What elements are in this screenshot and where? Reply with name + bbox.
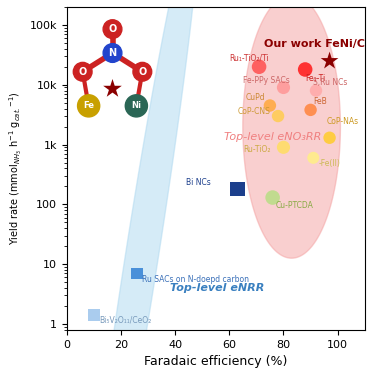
Point xyxy=(267,102,273,108)
X-axis label: Faradaic efficiency (%): Faradaic efficiency (%) xyxy=(144,355,287,368)
Text: Ru SACs on N-doepd carbon: Ru SACs on N-doepd carbon xyxy=(142,275,249,284)
Point xyxy=(110,86,116,92)
Point xyxy=(327,58,333,64)
Point xyxy=(234,186,240,192)
Circle shape xyxy=(73,62,92,81)
Polygon shape xyxy=(85,0,200,375)
Point xyxy=(270,195,276,201)
Point xyxy=(313,87,319,93)
Text: Bi₅V₂O₁₁/CeO₂: Bi₅V₂O₁₁/CeO₂ xyxy=(99,316,152,325)
Text: Cu-PTCDA: Cu-PTCDA xyxy=(275,201,313,210)
Text: CoP-CNS: CoP-CNS xyxy=(237,107,270,116)
Text: Ni: Ni xyxy=(131,101,141,110)
Circle shape xyxy=(133,62,152,81)
Text: Ru-TiO₂: Ru-TiO₂ xyxy=(243,145,270,154)
Text: CoP-NAs: CoP-NAs xyxy=(327,117,359,126)
Point xyxy=(91,312,97,318)
Text: Our work FeNi/C: Our work FeNi/C xyxy=(264,39,366,50)
Circle shape xyxy=(78,95,100,117)
Text: S,Ru NCs: S,Ru NCs xyxy=(313,78,348,87)
Circle shape xyxy=(103,20,122,39)
Y-axis label: Yield rate (mmol$_{NH_3}$ h$^{-1}$ g$_{cat.}$$^{-1}$): Yield rate (mmol$_{NH_3}$ h$^{-1}$ g$_{c… xyxy=(7,92,24,245)
Text: O: O xyxy=(78,67,87,77)
Text: FeB: FeB xyxy=(313,98,327,106)
Point xyxy=(280,144,286,150)
Text: O: O xyxy=(138,67,147,77)
Text: -Fe(II): -Fe(II) xyxy=(319,159,340,168)
Text: Fe-PPy SACs: Fe-PPy SACs xyxy=(243,76,290,86)
Point xyxy=(275,113,281,119)
Point xyxy=(256,64,262,70)
Point xyxy=(327,135,333,141)
Point xyxy=(308,107,314,113)
Point xyxy=(280,84,286,90)
Text: Fe₁-Ti: Fe₁-Ti xyxy=(305,74,326,83)
Point xyxy=(310,155,316,161)
Text: Top-level eNO₃RR: Top-level eNO₃RR xyxy=(224,132,321,142)
Circle shape xyxy=(103,44,122,62)
Text: O: O xyxy=(108,24,117,34)
Polygon shape xyxy=(243,0,340,258)
Text: Fe: Fe xyxy=(83,101,94,110)
Text: CuPd: CuPd xyxy=(246,93,265,102)
Text: N: N xyxy=(108,48,117,58)
Text: Bi NCs: Bi NCs xyxy=(186,178,211,187)
Point xyxy=(134,270,140,276)
Text: Top-level eNRR: Top-level eNRR xyxy=(170,284,264,294)
Circle shape xyxy=(125,95,147,117)
Point xyxy=(302,66,308,72)
Text: Ru₁-TiO₂/Ti: Ru₁-TiO₂/Ti xyxy=(229,54,269,63)
